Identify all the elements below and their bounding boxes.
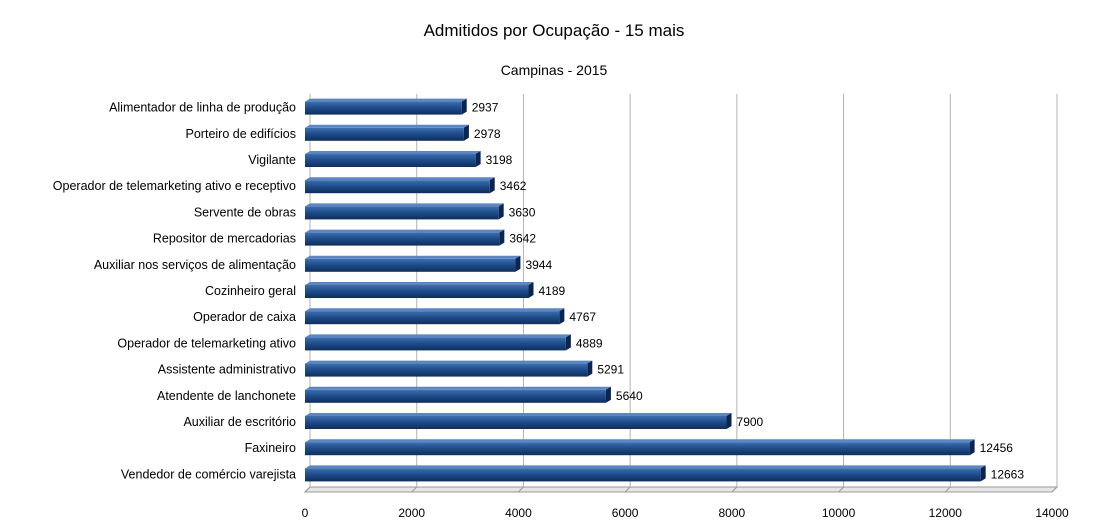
bar [305, 468, 981, 482]
bar-top-face [305, 98, 467, 102]
value-label: 3642 [509, 232, 536, 246]
x-tick-label: 10000 [822, 506, 856, 520]
gridline-floor [518, 486, 524, 493]
gridline-floor [731, 486, 738, 493]
category-label: Operador de telemarketing ativo e recept… [53, 179, 296, 193]
value-label: 4189 [539, 284, 566, 298]
bar [305, 232, 500, 246]
bar [305, 416, 727, 429]
category-label: Atendente de lanchonete [157, 389, 296, 403]
value-label: 2978 [474, 127, 501, 141]
value-label: 4767 [569, 310, 596, 324]
bar [305, 442, 970, 456]
value-label: 5291 [597, 363, 624, 377]
value-label: 4889 [576, 336, 603, 350]
value-label: 2937 [472, 101, 499, 115]
x-tick-label: 2000 [398, 506, 425, 520]
gridline-floor [624, 486, 631, 493]
bar-top-face [305, 360, 593, 364]
gridline-floor [411, 486, 418, 493]
category-label: Auxiliar nos serviços de alimentação [94, 258, 296, 272]
bar-end-face [980, 465, 986, 482]
bar-end-face [498, 203, 504, 220]
bar-end-face [528, 282, 534, 298]
bar-top-face [305, 386, 611, 390]
bar-end-face [463, 124, 469, 141]
category-label: Cozinheiro geral [205, 284, 296, 298]
value-label: 3944 [525, 258, 552, 272]
x-tick-label: 8000 [719, 506, 746, 520]
bar [305, 285, 529, 298]
x-tick-label: 4000 [505, 506, 532, 520]
x-tick-label: 0 [302, 506, 309, 520]
x-tick-label: 14000 [1035, 506, 1069, 520]
bar-end-face [969, 439, 975, 456]
bar-top-face [305, 334, 571, 338]
chart-subtitle: Campinas - 2015 [500, 62, 608, 78]
category-label: Operador de caixa [193, 310, 296, 324]
value-label: 3630 [509, 205, 536, 219]
bar [305, 311, 560, 325]
value-label: 5640 [616, 389, 643, 403]
bar [305, 154, 476, 167]
bar-end-face [587, 360, 593, 377]
bar [305, 101, 462, 115]
bar-end-face [515, 255, 521, 272]
bar-top-face [305, 203, 504, 207]
bar-end-face [565, 334, 571, 351]
bar [305, 258, 516, 272]
x-tick-label: 6000 [612, 506, 639, 520]
gridline-floor [304, 486, 311, 493]
bar [305, 206, 499, 220]
category-label: Vigilante [248, 153, 296, 167]
bar-end-face [726, 413, 732, 429]
x-tick-label: 12000 [929, 506, 963, 520]
category-label: Servente de obras [194, 205, 296, 219]
bar-top-face [305, 229, 505, 233]
bar-end-face [475, 151, 481, 167]
bar [305, 127, 464, 141]
category-label: Vendedor de comércio varejista [121, 467, 296, 481]
bar-top-face [305, 255, 521, 259]
category-label: Repositor de mercadorias [153, 232, 296, 246]
bar [305, 337, 566, 351]
bar-end-face [461, 98, 467, 115]
bar [305, 180, 490, 194]
bar-end-face [605, 386, 611, 403]
category-label: Faxineiro [245, 441, 296, 455]
bar-top-face [305, 151, 481, 154]
gridline-floor [944, 486, 951, 493]
bar-end-face [489, 177, 495, 194]
bar-end-face [499, 229, 505, 246]
gridline-floor [1051, 486, 1058, 493]
category-label: Assistente administrativo [158, 363, 296, 377]
bar-top-face [305, 439, 975, 443]
category-label: Porteiro de edifícios [186, 127, 296, 141]
bar-top-face [305, 124, 469, 128]
value-label: 3198 [486, 153, 513, 167]
category-label: Operador de telemarketing ativo [117, 336, 296, 350]
bar-top-face [305, 308, 565, 312]
value-label: 12663 [991, 467, 1025, 481]
bar-top-face [305, 465, 986, 469]
bar-top-face [305, 282, 534, 285]
gridline-floor [838, 486, 844, 493]
category-label: Alimentador de linha de produção [109, 101, 296, 115]
bar-top-face [305, 413, 732, 416]
chart-title: Admitidos por Ocupação - 15 mais [423, 21, 685, 40]
bar-top-face [305, 177, 495, 181]
bar [305, 389, 606, 403]
bar-end-face [559, 308, 565, 325]
value-label: 7900 [737, 415, 764, 429]
value-label: 12456 [980, 441, 1014, 455]
bar [305, 363, 588, 377]
plot-floor [303, 486, 1059, 493]
value-label: 3462 [500, 179, 527, 193]
category-label: Auxiliar de escritório [183, 415, 296, 429]
